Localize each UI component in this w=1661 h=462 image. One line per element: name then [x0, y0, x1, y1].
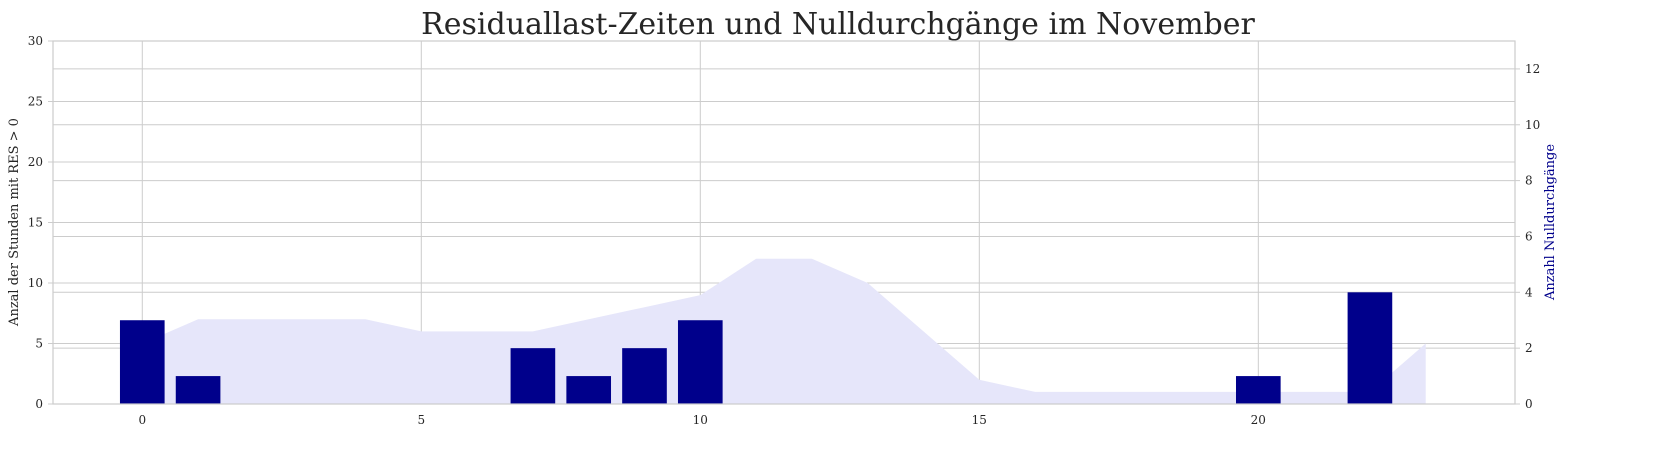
right-y-tick-label: 12: [1525, 62, 1540, 76]
left-y-tick-label: 10: [28, 276, 43, 290]
right-y-tick-label: 4: [1525, 285, 1533, 299]
left-y-tick-label: 25: [28, 95, 43, 109]
left-y-tick-label: 5: [35, 337, 43, 351]
left-y-tick-label: 20: [28, 155, 43, 169]
left-y-tick-label: 0: [35, 397, 43, 411]
bar: [1347, 292, 1393, 404]
x-tick-label: 15: [972, 413, 987, 427]
bar: [1235, 376, 1281, 404]
bar: [175, 376, 221, 404]
right-y-tick-label: 2: [1525, 341, 1533, 355]
x-tick-label: 10: [693, 413, 708, 427]
left-y-tick-label: 30: [28, 34, 43, 48]
right-axis-label: Anzahl Nulldurchgänge: [1543, 144, 1558, 301]
tick-layer: 0 5 10 15 20 0 5 10 15 20 25 30 0 2 4 6 8 10 12: [28, 34, 1541, 427]
area-layer: [142, 258, 1426, 404]
chart-title: Residuallast-Zeiten und Nulldurchgänge i…: [421, 7, 1255, 42]
area-series: [142, 258, 1426, 404]
right-y-tick-label: 6: [1525, 229, 1533, 243]
left-axis-label: Anzal der Stunden mit RES > 0: [7, 118, 22, 327]
x-tick-label: 5: [417, 413, 425, 427]
bar-layer: [119, 292, 1393, 404]
right-y-tick-label: 0: [1525, 397, 1533, 411]
bar: [622, 348, 667, 404]
bar: [677, 320, 723, 404]
x-tick-label: 20: [1251, 413, 1266, 427]
right-y-tick-label: 10: [1525, 118, 1540, 132]
right-y-tick-label: 8: [1525, 174, 1533, 188]
bar: [510, 348, 556, 404]
bar: [119, 320, 165, 404]
x-tick-label: 0: [138, 413, 146, 427]
bar: [566, 376, 612, 404]
left-y-tick-label: 15: [28, 216, 43, 230]
